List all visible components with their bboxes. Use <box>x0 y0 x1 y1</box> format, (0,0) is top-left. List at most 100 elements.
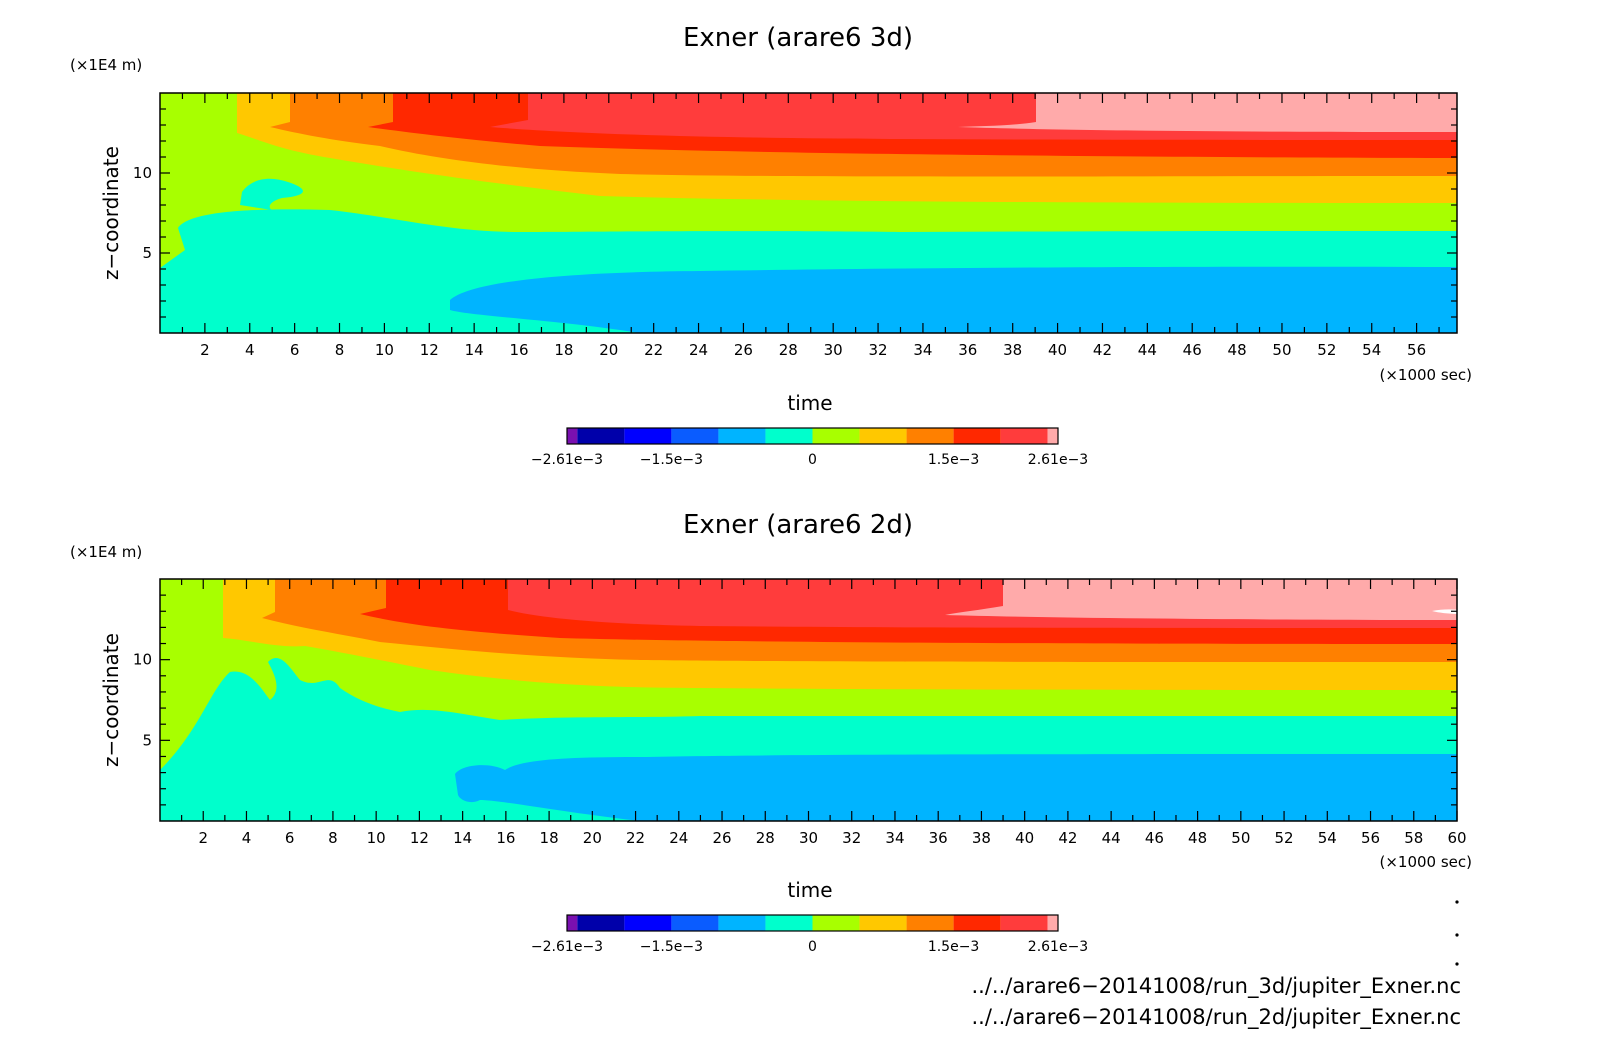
panel-2d: Exner (arare6 2d) (×1E4 m) 2 4 6 8 10 12 14 1 <box>70 510 1472 955</box>
colorbar-swatch <box>765 915 813 931</box>
colorbar-swatch <box>953 915 1001 931</box>
colorbar-tick-label: 2.61e−3 <box>1028 452 1088 468</box>
y-axis-label: z−coordinate <box>99 146 123 280</box>
x-tick-label: 16 <box>509 341 528 359</box>
y-axis-label: z−coordinate <box>99 633 123 767</box>
colorbar-swatch <box>577 915 625 931</box>
x-tick-label: 56 <box>1407 341 1426 359</box>
x-tick-label: 30 <box>824 341 843 359</box>
colorbar-swatch <box>859 428 907 444</box>
y-unit-label: (×1E4 m) <box>70 543 142 561</box>
colorbar: −2.61e−3 −1.5e−3 0 1.5e−3 2.61e−3 <box>531 914 1088 955</box>
x-tick-label: 30 <box>799 829 818 847</box>
colorbar-tick-label: −1.5e−3 <box>640 452 703 468</box>
y-tick-label: 5 <box>142 731 152 749</box>
colorbar-swatch <box>718 428 766 444</box>
x-tick-label: 58 <box>1404 829 1423 847</box>
x-tick-label: 54 <box>1362 341 1381 359</box>
x-tick-label: 8 <box>328 829 338 847</box>
x-tick-label: 56 <box>1361 829 1380 847</box>
x-tick-label: 22 <box>626 829 645 847</box>
plot-frame <box>159 92 1458 334</box>
band-pos5-to-max <box>958 93 1457 132</box>
band-cyan-intrusion <box>240 178 303 210</box>
colorbar-tick-label: −1.5e−3 <box>640 939 703 955</box>
marker-dot <box>1455 900 1459 904</box>
source-file-3d: ../../arare6−20141008/run_3d/jupiter_Exn… <box>971 974 1461 999</box>
colorbar-swatch <box>718 915 766 931</box>
y-axis: 5 10 <box>133 594 1457 806</box>
x-tick-label: 12 <box>420 341 439 359</box>
band-cyan-bubble <box>225 707 255 729</box>
x-tick-label: 50 <box>1231 829 1250 847</box>
colorbar-swatch <box>812 915 860 931</box>
x-tick-label: 26 <box>734 341 753 359</box>
x-tick-label: 44 <box>1138 341 1157 359</box>
y-unit-label: (×1E4 m) <box>70 56 142 74</box>
x-tick-label: 38 <box>972 829 991 847</box>
x-tick-label: 16 <box>496 829 515 847</box>
x-unit-label: (×1000 sec) <box>1379 853 1472 871</box>
colorbar-frame <box>566 914 1059 932</box>
x-tick-label: 6 <box>285 829 295 847</box>
colorbar-swatch <box>624 428 672 444</box>
colorbar-frame <box>566 427 1059 445</box>
x-tick-label: 34 <box>913 341 932 359</box>
contour-field <box>160 579 1457 821</box>
source-file-2d: ../../arare6−20141008/run_2d/jupiter_Exn… <box>971 1005 1461 1030</box>
y-axis: 5 10 <box>133 108 1457 318</box>
colorbar-swatch <box>906 428 954 444</box>
x-tick-label: 40 <box>1015 829 1034 847</box>
x-tick-label: 28 <box>756 829 775 847</box>
y-tick-label: 10 <box>133 651 152 669</box>
x-tick-label: 12 <box>410 829 429 847</box>
x-tick-label: 24 <box>689 341 708 359</box>
x-tick-label: 20 <box>583 829 602 847</box>
x-tick-label: 50 <box>1272 341 1291 359</box>
colorbar-swatch <box>765 428 813 444</box>
y-tick-label: 5 <box>142 244 152 262</box>
x-tick-label: 40 <box>1048 341 1067 359</box>
y-tick-label: 10 <box>133 164 152 182</box>
x-tick-label: 18 <box>554 341 573 359</box>
x-axis: 2 4 6 8 10 12 14 16 18 20 22 24 26 28 30 32 34 36 38 40 42 44… <box>181 93 1440 359</box>
x-tick-label: 28 <box>779 341 798 359</box>
colorbar-swatch <box>1047 428 1058 444</box>
colorbar-swatch <box>671 915 719 931</box>
band-neg1-to-zero <box>455 754 1457 821</box>
x-tick-label: 48 <box>1228 341 1247 359</box>
colorbar-swatch <box>953 428 1001 444</box>
x-tick-label: 34 <box>885 829 904 847</box>
colorbar-swatch <box>859 915 907 931</box>
colorbar-swatch <box>812 428 860 444</box>
colorbar-swatch <box>906 915 954 931</box>
x-tick-label: 52 <box>1275 829 1294 847</box>
colorbar-swatch <box>577 428 625 444</box>
x-tick-label: 46 <box>1183 341 1202 359</box>
x-axis: 2 4 6 8 10 12 14 16 18 20 22 24 26 28 30 32 34 36 38 40 42 44… <box>181 579 1467 847</box>
colorbar-tick-label: −2.61e−3 <box>531 939 603 955</box>
x-tick-label: 46 <box>1145 829 1164 847</box>
x-tick-label: 42 <box>1093 341 1112 359</box>
colorbar-swatch <box>567 915 578 931</box>
chart-title: Exner (arare6 2d) <box>683 510 913 540</box>
colorbar-tick-label: 0 <box>808 452 817 468</box>
x-axis-label: time <box>787 391 832 415</box>
x-tick-label: 6 <box>290 341 300 359</box>
band-pos5-to-max <box>945 579 1457 620</box>
x-unit-label: (×1000 sec) <box>1379 366 1472 384</box>
marker-dot <box>1455 933 1459 937</box>
x-tick-label: 52 <box>1317 341 1336 359</box>
marker-dot <box>1455 962 1459 966</box>
x-tick-label: 32 <box>869 341 888 359</box>
x-tick-label: 26 <box>712 829 731 847</box>
x-tick-label: 4 <box>245 341 255 359</box>
colorbar-swatch <box>671 428 719 444</box>
x-tick-label: 18 <box>540 829 559 847</box>
colorbar-swatch <box>1047 915 1058 931</box>
x-tick-label: 54 <box>1318 829 1337 847</box>
band-max-sliver <box>1432 609 1457 614</box>
colorbar-tick-label: 0 <box>808 939 817 955</box>
band-neg1-to-zero <box>450 266 1457 333</box>
